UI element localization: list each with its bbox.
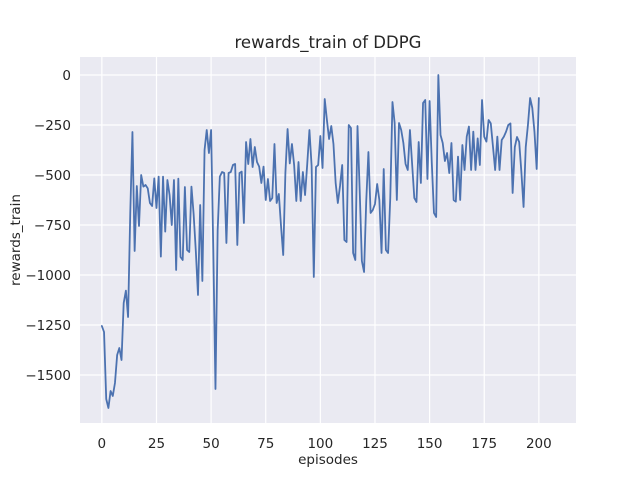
x-tick-label: 50 (202, 436, 220, 452)
y-tick-label: −750 (33, 217, 71, 234)
y-tick-label: −250 (33, 117, 71, 134)
x-axis-label: episodes (298, 452, 358, 468)
x-tick-label: 75 (257, 436, 275, 452)
y-tick-label: −1250 (25, 317, 71, 334)
chart-title: rewards_train of DDPG (234, 33, 422, 52)
axes-background (80, 57, 576, 423)
y-tick-label: 0 (62, 67, 71, 84)
x-tick-label: 0 (97, 436, 107, 452)
x-tick-label: 125 (362, 436, 388, 452)
x-tick-label: 100 (307, 436, 334, 452)
y-tick-label: −1000 (25, 267, 71, 284)
x-tick-label: 150 (416, 436, 443, 452)
reward-line-series (100, 74, 540, 409)
x-tick-label: 200 (525, 436, 552, 452)
x-tick-label: 175 (471, 436, 498, 452)
y-tick-label: −500 (33, 167, 71, 184)
x-tick-label: 25 (147, 436, 166, 452)
y-tick-label: −1500 (25, 367, 71, 384)
